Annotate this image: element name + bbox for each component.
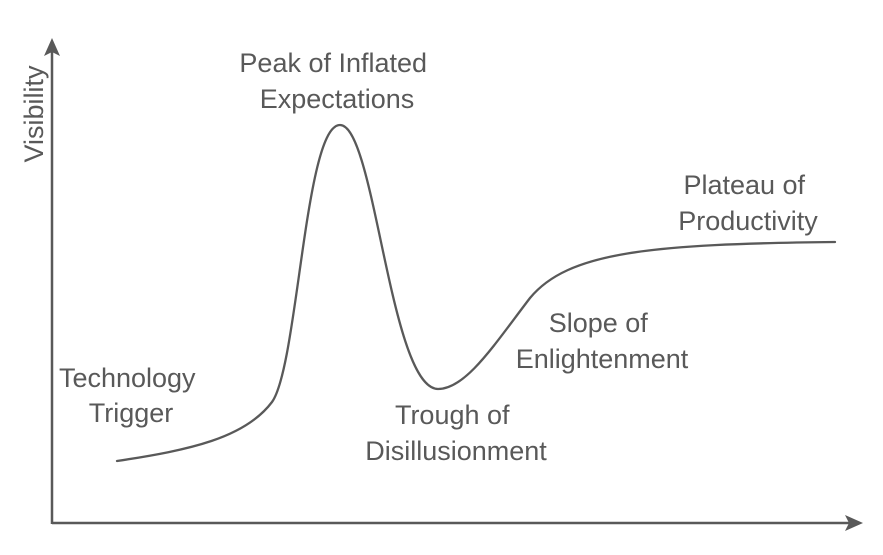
- label-peak-line1: Peak of Inflated: [239, 48, 427, 78]
- label-peak-line2: Expectations: [260, 84, 415, 114]
- label-technology-trigger-line2: Trigger: [89, 398, 174, 428]
- label-trough-line2: Disillusionment: [365, 436, 547, 466]
- label-plateau-line2: Productivity: [678, 206, 818, 236]
- y-axis-arrowhead: [44, 38, 60, 56]
- y-axis-label: Visibility: [19, 65, 49, 163]
- label-plateau-line1: Plateau of: [683, 170, 805, 200]
- x-axis-arrowhead: [845, 515, 863, 531]
- label-technology-trigger-line1: Technology: [59, 363, 196, 393]
- label-slope-of-enlightenment: Slope of Enlightenment: [516, 308, 689, 374]
- hype-curve: [115, 123, 837, 463]
- label-technology-trigger: Technology Trigger: [59, 363, 203, 428]
- label-trough-line1: Trough of: [395, 400, 510, 430]
- label-slope-line1: Slope of: [549, 308, 649, 338]
- label-plateau-of-productivity: Plateau of Productivity: [678, 170, 818, 236]
- label-trough-of-disillusionment: Trough of Disillusionment: [365, 400, 547, 466]
- label-slope-line2: Enlightenment: [516, 344, 689, 374]
- label-peak-of-inflated-expectations: Peak of Inflated Expectations: [239, 48, 434, 114]
